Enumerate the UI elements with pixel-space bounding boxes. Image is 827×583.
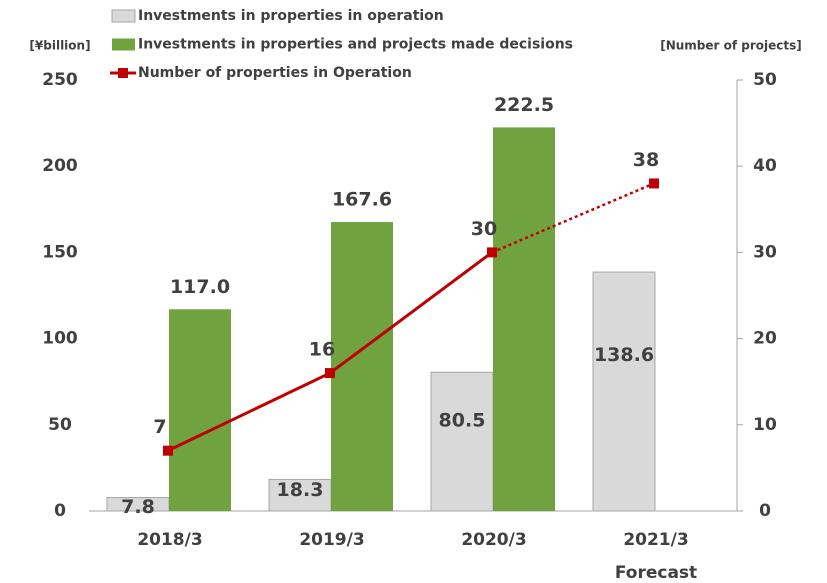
data-label: 117.0 — [170, 276, 230, 298]
y2-tick-label: 50 — [753, 70, 777, 90]
data-label: 18.3 — [277, 479, 324, 501]
y-axis-label: [¥billion] — [29, 39, 90, 53]
line-segment — [167, 371, 331, 453]
y-tick-label: 100 — [42, 329, 78, 349]
y2-tick-label: 30 — [753, 242, 777, 262]
annotation: Forecast — [615, 563, 697, 583]
bar — [493, 127, 555, 511]
data-label: 38 — [633, 149, 659, 171]
x-tick-label: 2021/3 — [623, 530, 688, 550]
bar — [331, 222, 393, 511]
data-label: 7.8 — [121, 496, 155, 518]
y2-axis-label: [Number of projects] — [660, 39, 802, 53]
line-segment — [329, 251, 493, 375]
x-tick-label: 2020/3 — [461, 530, 526, 550]
line-marker — [325, 368, 335, 379]
legend-swatch — [112, 38, 135, 51]
legend-label: Number of properties in Operation — [138, 65, 412, 81]
line-segment — [491, 182, 655, 254]
y-tick-label: 150 — [42, 242, 78, 262]
data-label: 167.6 — [332, 189, 392, 211]
x-tick-label: 2018/3 — [137, 530, 202, 550]
y-tick-label: 250 — [42, 70, 78, 90]
y2-tick-label: 10 — [753, 415, 777, 435]
legend-label: Investments in properties and projects m… — [138, 37, 573, 53]
bar — [169, 309, 231, 511]
legend-label: Investments in properties in operation — [138, 8, 444, 24]
line-marker — [649, 178, 659, 189]
y-tick-label: 0 — [54, 501, 66, 521]
line-marker — [163, 445, 173, 456]
data-label: 16 — [309, 339, 335, 361]
bar — [268, 478, 332, 512]
line-marker — [487, 247, 497, 258]
y-tick-label: 200 — [42, 156, 78, 176]
y2-tick-label: 40 — [753, 156, 777, 176]
bar — [592, 271, 656, 512]
data-label: 222.5 — [494, 94, 554, 116]
data-label: 30 — [471, 218, 497, 240]
y-tick-label: 50 — [48, 415, 72, 435]
data-label: 138.6 — [594, 344, 654, 366]
bar — [430, 371, 494, 512]
y2-tick-label: 0 — [759, 501, 771, 521]
x-tick-label: 2019/3 — [299, 530, 364, 550]
legend-swatch — [111, 9, 136, 23]
data-label: 80.5 — [439, 409, 486, 431]
legend-swatch — [118, 68, 128, 78]
y2-tick-label: 20 — [753, 329, 777, 349]
data-label: 7 — [153, 416, 166, 438]
